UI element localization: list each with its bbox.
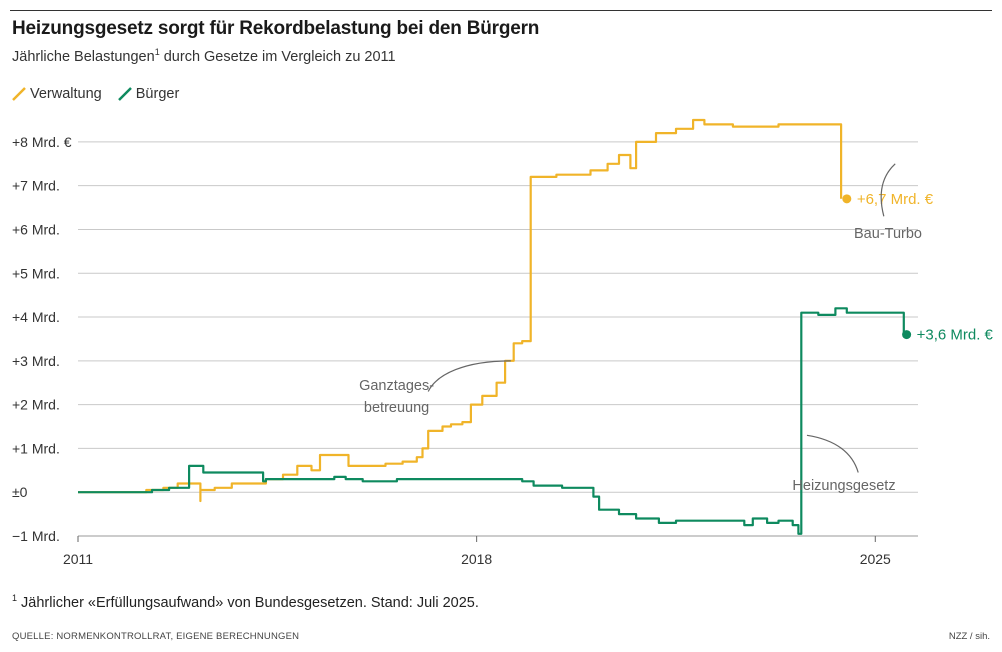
y-tick-label: +6 Mrd. (12, 221, 60, 237)
y-tick-label: +7 Mrd. (12, 178, 60, 194)
footnote: 1 Jährlicher «Erfüllungsaufwand» von Bun… (12, 593, 479, 611)
legend-item-verwaltung: Verwaltung (12, 86, 102, 102)
legend: Verwaltung Bürger (12, 86, 179, 102)
annotation-line-heizungsgesetz (806, 434, 859, 473)
end-label-verwaltung: +6,7 Mrd. € (857, 191, 934, 208)
annotation-ganztagesbetreuung: Ganztages- (359, 378, 434, 394)
footnote-text: Jährlicher «Erfüllungsaufwand» von Bunde… (17, 594, 479, 611)
end-point-verwaltung (842, 194, 852, 204)
annotation-heizungsgesetz: Heizungsgesetz (792, 478, 895, 494)
legend-line-buerger (117, 87, 132, 101)
series-line-verwaltung (78, 118, 843, 503)
subtitle-text-rest: durch Gesetze im Vergleich zu 2011 (159, 48, 396, 65)
y-tick-label: +8 Mrd. € (12, 134, 72, 150)
x-tick-label: 2011 (63, 551, 93, 567)
series-line-buerger (78, 307, 905, 535)
legend-swatch-verwaltung (12, 87, 26, 101)
legend-swatch-buerger (117, 87, 132, 101)
x-tick-label: 2018 (461, 551, 492, 567)
end-point-buerger (902, 330, 912, 340)
y-tick-label: +2 Mrd. (12, 397, 60, 413)
annotation-line-bauturbo (880, 163, 896, 217)
y-tick-label: +4 Mrd. (12, 309, 60, 325)
legend-label-verwaltung: Verwaltung (30, 86, 102, 102)
y-tick-label: +5 Mrd. (12, 265, 60, 281)
y-tick-label: ±0 (12, 484, 28, 500)
subtitle-text: Jährliche Belastungen (12, 48, 155, 65)
chart-subtitle: Jährliche Belastungen1 durch Gesetze im … (12, 47, 396, 65)
footnote-mark: 1 (12, 593, 18, 603)
y-tick-label: −1 Mrd. (12, 528, 60, 544)
annotation-bau-turbo: Bau-Turbo (854, 226, 922, 242)
y-tick-label: +1 Mrd. (12, 440, 60, 456)
credit: NZZ / sih. (948, 631, 990, 642)
legend-label-buerger: Bürger (135, 86, 180, 102)
top-rule (10, 10, 992, 11)
chart-title: Heizungsgesetz sorgt für Rekordbelastung… (12, 18, 540, 39)
subtitle-footnote-mark: 1 (154, 47, 160, 57)
y-tick-label: +3 Mrd. (12, 353, 60, 369)
annotation-line-ganztag (427, 360, 511, 392)
legend-item-buerger: Bürger (117, 86, 180, 102)
end-label-buerger: +3,6 Mrd. € (917, 327, 994, 344)
annotation-ganztagesbetreuung: betreuung (364, 400, 429, 416)
source-note: QUELLE: NORMENKONTROLLRAT, EIGENE BERECH… (12, 631, 300, 642)
legend-line-verwaltung (12, 87, 26, 101)
x-tick-label: 2025 (860, 551, 891, 567)
